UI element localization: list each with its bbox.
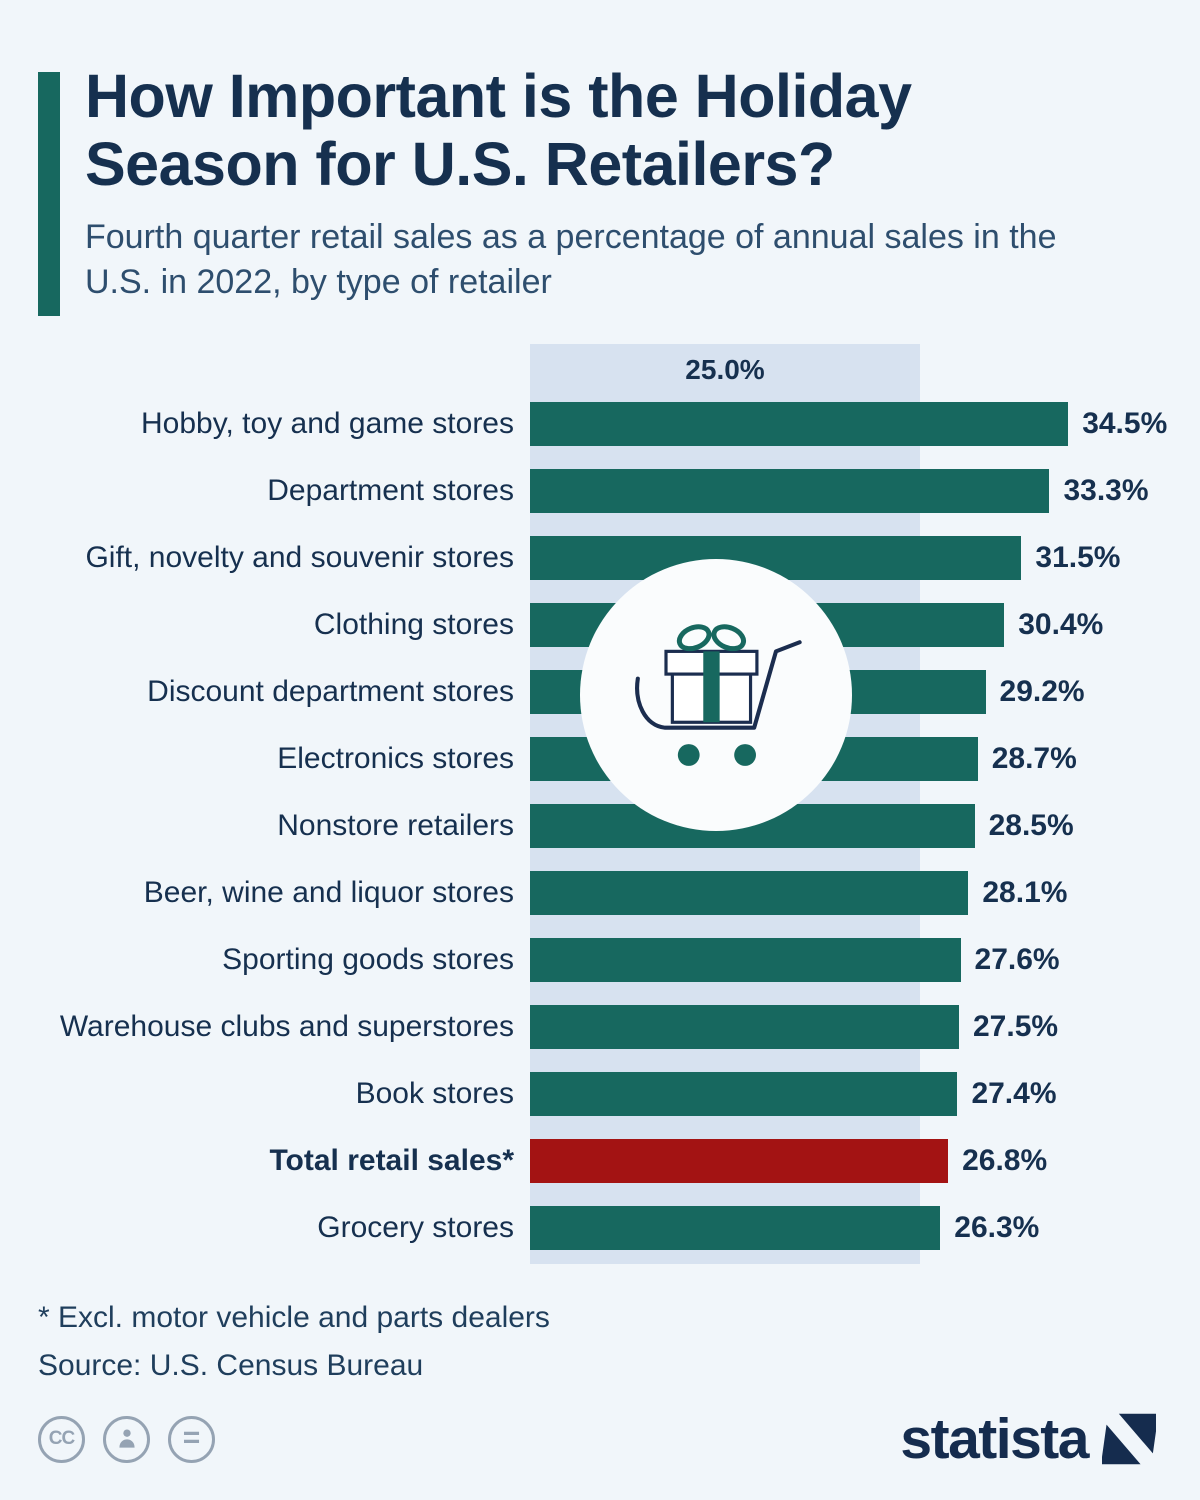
bar-row: Beer, wine and liquor stores 28.1%	[0, 859, 1200, 926]
cc-icon[interactable]: CC	[38, 1415, 85, 1463]
header: How Important is the Holiday Season for …	[0, 0, 1200, 316]
license-icons: CC =	[38, 1415, 215, 1463]
bar	[530, 1205, 941, 1250]
bar-and-value: 27.6%	[530, 937, 1060, 982]
value-label: 31.5%	[1035, 540, 1121, 574]
category-label: Warehouse clubs and superstores	[59, 1009, 514, 1043]
statista-logo-mark	[1102, 1413, 1156, 1465]
category-label: Beer, wine and liquor stores	[143, 875, 514, 909]
value-label: 26.8%	[962, 1143, 1048, 1177]
bar-and-value: 27.5%	[530, 1004, 1059, 1049]
bar-row: Nonstore retailers 28.5%	[0, 792, 1200, 859]
bar-and-value: 33.3%	[530, 468, 1149, 513]
bar-and-value: 26.8%	[530, 1138, 1048, 1183]
bottom-row: CC = statista	[0, 1406, 1200, 1472]
bar-and-value: 27.4%	[530, 1071, 1057, 1116]
value-label: 28.5%	[988, 808, 1074, 842]
value-label: 34.5%	[1082, 406, 1168, 440]
value-label: 29.2%	[999, 674, 1085, 708]
category-label: Gift, novelty and souvenir stores	[85, 540, 514, 574]
no-derivatives-icon[interactable]: =	[168, 1415, 215, 1463]
bar	[530, 1138, 949, 1183]
bar-and-value: 26.3%	[530, 1205, 1040, 1250]
bar-rows: Hobby, toy and game stores 34.5% Departmen…	[0, 390, 1200, 1261]
value-label: 27.5%	[973, 1009, 1059, 1043]
bar-row: Total retail sales* 26.8%	[0, 1127, 1200, 1194]
bar-row: Grocery stores 26.3%	[0, 1194, 1200, 1261]
page-title: How Important is the Holiday Season for …	[85, 62, 912, 199]
value-label: 27.6%	[974, 942, 1060, 976]
bar-and-value: 34.5%	[530, 401, 1168, 446]
attribution-icon[interactable]	[103, 1415, 150, 1463]
equals-icon-label: =	[182, 1420, 201, 1454]
category-label: Clothing stores	[313, 607, 514, 641]
footnotes: * Excl. motor vehicle and parts dealers …	[0, 1294, 1200, 1389]
reference-band-label: 25.0%	[685, 354, 765, 386]
source: Source: U.S. Census Bureau	[38, 1348, 424, 1382]
statista-logo[interactable]: statista	[900, 1406, 1156, 1472]
bar-row: Book stores 27.4%	[0, 1060, 1200, 1127]
bar-and-value: 28.5%	[530, 803, 1074, 848]
bar-chart: 25.0% Hobby, toy and game stores 34.5% Dep…	[0, 344, 1200, 1265]
bar-row: Hobby, toy and game stores 34.5%	[0, 390, 1200, 457]
bar	[530, 870, 969, 915]
category-label: Book stores	[355, 1076, 514, 1110]
bar	[530, 937, 961, 982]
value-label: 33.3%	[1063, 473, 1149, 507]
statista-wordmark: statista	[900, 1407, 1089, 1471]
category-label: Nonstore retailers	[277, 808, 514, 842]
bar-row: Department stores 33.3%	[0, 457, 1200, 524]
page-subtitle: Fourth quarter retail sales as a percent…	[85, 217, 1057, 301]
bar	[530, 468, 1050, 513]
bar-and-value: 31.5%	[530, 535, 1121, 580]
bar	[530, 1004, 959, 1049]
footnote: * Excl. motor vehicle and parts dealers	[38, 1301, 550, 1335]
cc-icon-label: CC	[48, 1428, 75, 1449]
category-label: Total retail sales*	[269, 1143, 514, 1177]
category-label: Electronics stores	[277, 741, 514, 775]
bar-row: Warehouse clubs and superstores 27.5%	[0, 993, 1200, 1060]
bar	[530, 1071, 958, 1116]
value-label: 28.7%	[991, 741, 1077, 775]
bar-row: Gift, novelty and souvenir stores 31.5%	[0, 524, 1200, 591]
person-icon	[118, 1429, 135, 1448]
category-label: Hobby, toy and game stores	[141, 406, 514, 440]
value-label: 27.4%	[971, 1076, 1057, 1110]
bar	[530, 401, 1069, 446]
bar-and-value: 28.1%	[530, 870, 1068, 915]
value-label: 26.3%	[954, 1210, 1040, 1244]
title-accent-bar	[38, 72, 60, 316]
category-label: Discount department stores	[147, 674, 514, 708]
bar-row: Sporting goods stores 27.6%	[0, 926, 1200, 993]
gift-cart-badge	[580, 559, 852, 832]
value-label: 30.4%	[1018, 607, 1104, 641]
value-label: 28.1%	[982, 875, 1068, 909]
gift-cart-icon	[635, 624, 802, 767]
category-label: Sporting goods stores	[222, 942, 514, 976]
category-label: Grocery stores	[317, 1210, 514, 1244]
category-label: Department stores	[267, 473, 514, 507]
